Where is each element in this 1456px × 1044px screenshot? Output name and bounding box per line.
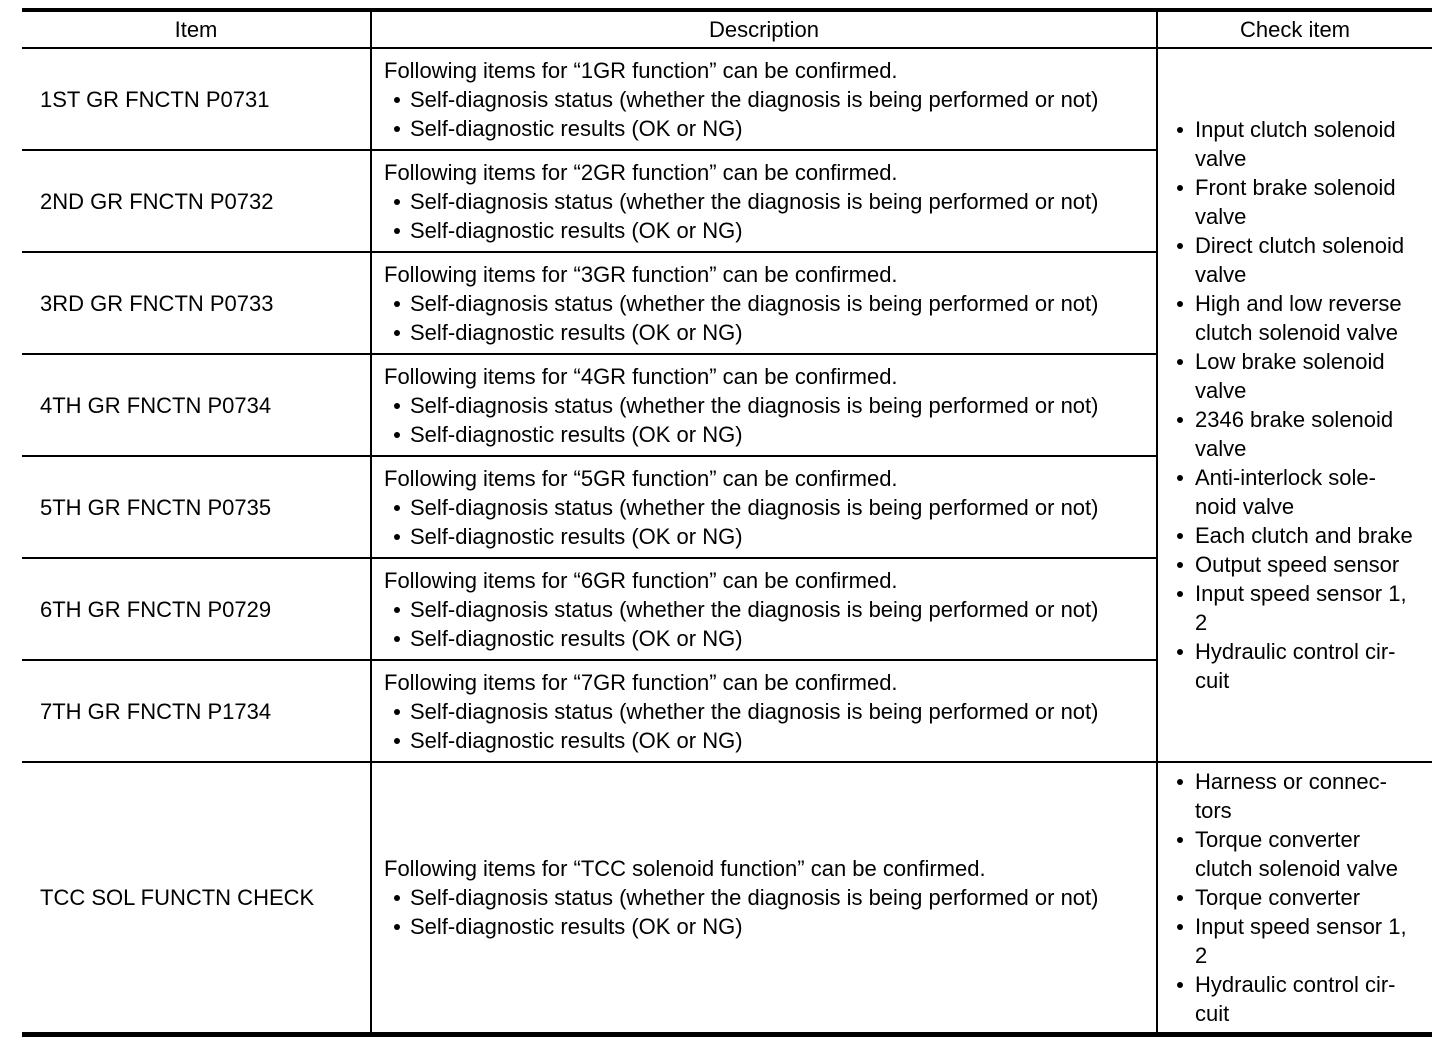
list-item: Self-diagnosis status (whether the diagn…: [394, 187, 1150, 216]
list-item: Self-diagnosis status (whether the diagn…: [394, 391, 1150, 420]
list-item: Self-diagnostic results (OK or NG): [394, 318, 1150, 347]
list-item: Self-diagnostic results (OK or NG): [394, 912, 1150, 941]
item-cell: 7TH GR FNCTN P1734: [22, 660, 371, 763]
list-item: Self-diagnostic results (OK or NG): [394, 522, 1150, 551]
list-item: Input clutch solenoid valve: [1177, 115, 1430, 173]
column-header-check-item: Check item: [1156, 10, 1432, 49]
list-item: Self-diagnosis status (whether the diagn…: [394, 289, 1150, 318]
description-intro: Following items for “TCC solenoid functi…: [384, 855, 986, 881]
list-item: Self-diagnostic results (OK or NG): [394, 624, 1150, 653]
list-item: Self-diagnosis status (whether the diagn…: [394, 883, 1150, 912]
description-cell: Following items for “4GR function” can b…: [370, 354, 1157, 457]
description-intro: Following items for “6GR function” can b…: [384, 567, 898, 593]
description-bullet-list: Self-diagnosis status (whether the diagn…: [384, 289, 1150, 347]
list-item: Each clutch and brake: [1177, 521, 1430, 550]
description-cell: Following items for “1GR function” can b…: [370, 48, 1157, 151]
description-bullet-list: Self-diagnosis status (whether the diagn…: [384, 697, 1150, 755]
list-item: Anti-interlock sole- noid valve: [1177, 463, 1430, 521]
table-row: 6TH GR FNCTN P0729 Following items for “…: [22, 558, 1432, 661]
list-item: Self-diagnostic results (OK or NG): [394, 726, 1150, 755]
list-item: Input speed sensor 1, 2: [1177, 579, 1430, 637]
table-row: 7TH GR FNCTN P1734 Following items for “…: [22, 660, 1432, 763]
description-bullet-list: Self-diagnosis status (whether the diagn…: [384, 595, 1150, 653]
list-item: Input speed sensor 1, 2: [1177, 912, 1430, 970]
list-item: 2346 brake solenoid valve: [1177, 405, 1430, 463]
table-row: 2ND GR FNCTN P0732 Following items for “…: [22, 150, 1432, 253]
list-item: Self-diagnosis status (whether the diagn…: [394, 493, 1150, 522]
description-cell: Following items for “6GR function” can b…: [370, 558, 1157, 661]
table-row: 4TH GR FNCTN P0734 Following items for “…: [22, 354, 1432, 457]
list-item: Output speed sensor: [1177, 550, 1430, 579]
description-bullet-list: Self-diagnosis status (whether the diagn…: [384, 493, 1150, 551]
description-cell: Following items for “7GR function” can b…: [370, 660, 1157, 763]
table-row: 3RD GR FNCTN P0733 Following items for “…: [22, 252, 1432, 355]
item-cell: 5TH GR FNCTN P0735: [22, 456, 371, 559]
check-item-cell: Harness or connec- tors Torque converter…: [1156, 762, 1432, 1034]
table-header-row: Item Description Check item: [22, 10, 1432, 49]
item-cell: 1ST GR FNCTN P0731: [22, 48, 371, 151]
description-cell: Following items for “2GR function” can b…: [370, 150, 1157, 253]
description-intro: Following items for “4GR function” can b…: [384, 363, 898, 389]
description-intro: Following items for “1GR function” can b…: [384, 57, 898, 83]
list-item: Front brake solenoid valve: [1177, 173, 1430, 231]
description-bullet-list: Self-diagnosis status (whether the diagn…: [384, 187, 1150, 245]
list-item: High and low reverse clutch solenoid val…: [1177, 289, 1430, 347]
check-item-list: Harness or connec- tors Torque converter…: [1166, 767, 1430, 1028]
table-row: 5TH GR FNCTN P0735 Following items for “…: [22, 456, 1432, 559]
item-cell: 3RD GR FNCTN P0733: [22, 252, 371, 355]
check-item-list: Input clutch solenoid valve Front brake …: [1166, 115, 1430, 695]
list-item: Self-diagnostic results (OK or NG): [394, 216, 1150, 245]
list-item: Self-diagnosis status (whether the diagn…: [394, 85, 1150, 114]
item-cell: 4TH GR FNCTN P0734: [22, 354, 371, 457]
item-cell: TCC SOL FUNCTN CHECK: [40, 884, 315, 910]
diagnosis-items-table: Item Description Check item 1ST GR FNCTN…: [22, 8, 1432, 1037]
list-item: Self-diagnosis status (whether the diagn…: [394, 697, 1150, 726]
description-cell: Following items for “TCC solenoid functi…: [370, 762, 1157, 1034]
list-item: Hydraulic control cir- cuit: [1177, 637, 1430, 695]
list-item: Harness or connec- tors: [1177, 767, 1430, 825]
description-bullet-list: Self-diagnosis status (whether the diagn…: [384, 883, 1150, 941]
description-cell: Following items for “3GR function” can b…: [370, 252, 1157, 355]
list-item: Self-diagnostic results (OK or NG): [394, 420, 1150, 449]
item-cell: 2ND GR FNCTN P0732: [22, 150, 371, 253]
list-item: Self-diagnostic results (OK or NG): [394, 114, 1150, 143]
description-bullet-list: Self-diagnosis status (whether the diagn…: [384, 391, 1150, 449]
list-item: Self-diagnosis status (whether the diagn…: [394, 595, 1150, 624]
description-intro: Following items for “3GR function” can b…: [384, 261, 898, 287]
list-item: Hydraulic control cir- cuit: [1177, 970, 1430, 1028]
list-item: Torque converter: [1177, 883, 1430, 912]
table-row: TCC SOL FUNCTN CHECK Following items for…: [22, 762, 1432, 1034]
description-bullet-list: Self-diagnosis status (whether the diagn…: [384, 85, 1150, 143]
item-cell: 6TH GR FNCTN P0729: [22, 558, 371, 661]
column-header-item: Item: [22, 10, 371, 49]
column-header-description: Description: [370, 10, 1157, 49]
list-item: Torque converter clutch solenoid valve: [1177, 825, 1430, 883]
list-item: Direct clutch solenoid valve: [1177, 231, 1430, 289]
table-row: 1ST GR FNCTN P0731 Following items for “…: [22, 48, 1432, 763]
description-intro: Following items for “5GR function” can b…: [384, 465, 898, 491]
list-item: Low brake solenoid valve: [1177, 347, 1430, 405]
description-cell: Following items for “5GR function” can b…: [370, 456, 1157, 559]
description-intro: Following items for “2GR function” can b…: [384, 159, 898, 185]
description-intro: Following items for “7GR function” can b…: [384, 669, 898, 695]
check-item-cell-merged: Input clutch solenoid valve Front brake …: [1156, 48, 1432, 763]
